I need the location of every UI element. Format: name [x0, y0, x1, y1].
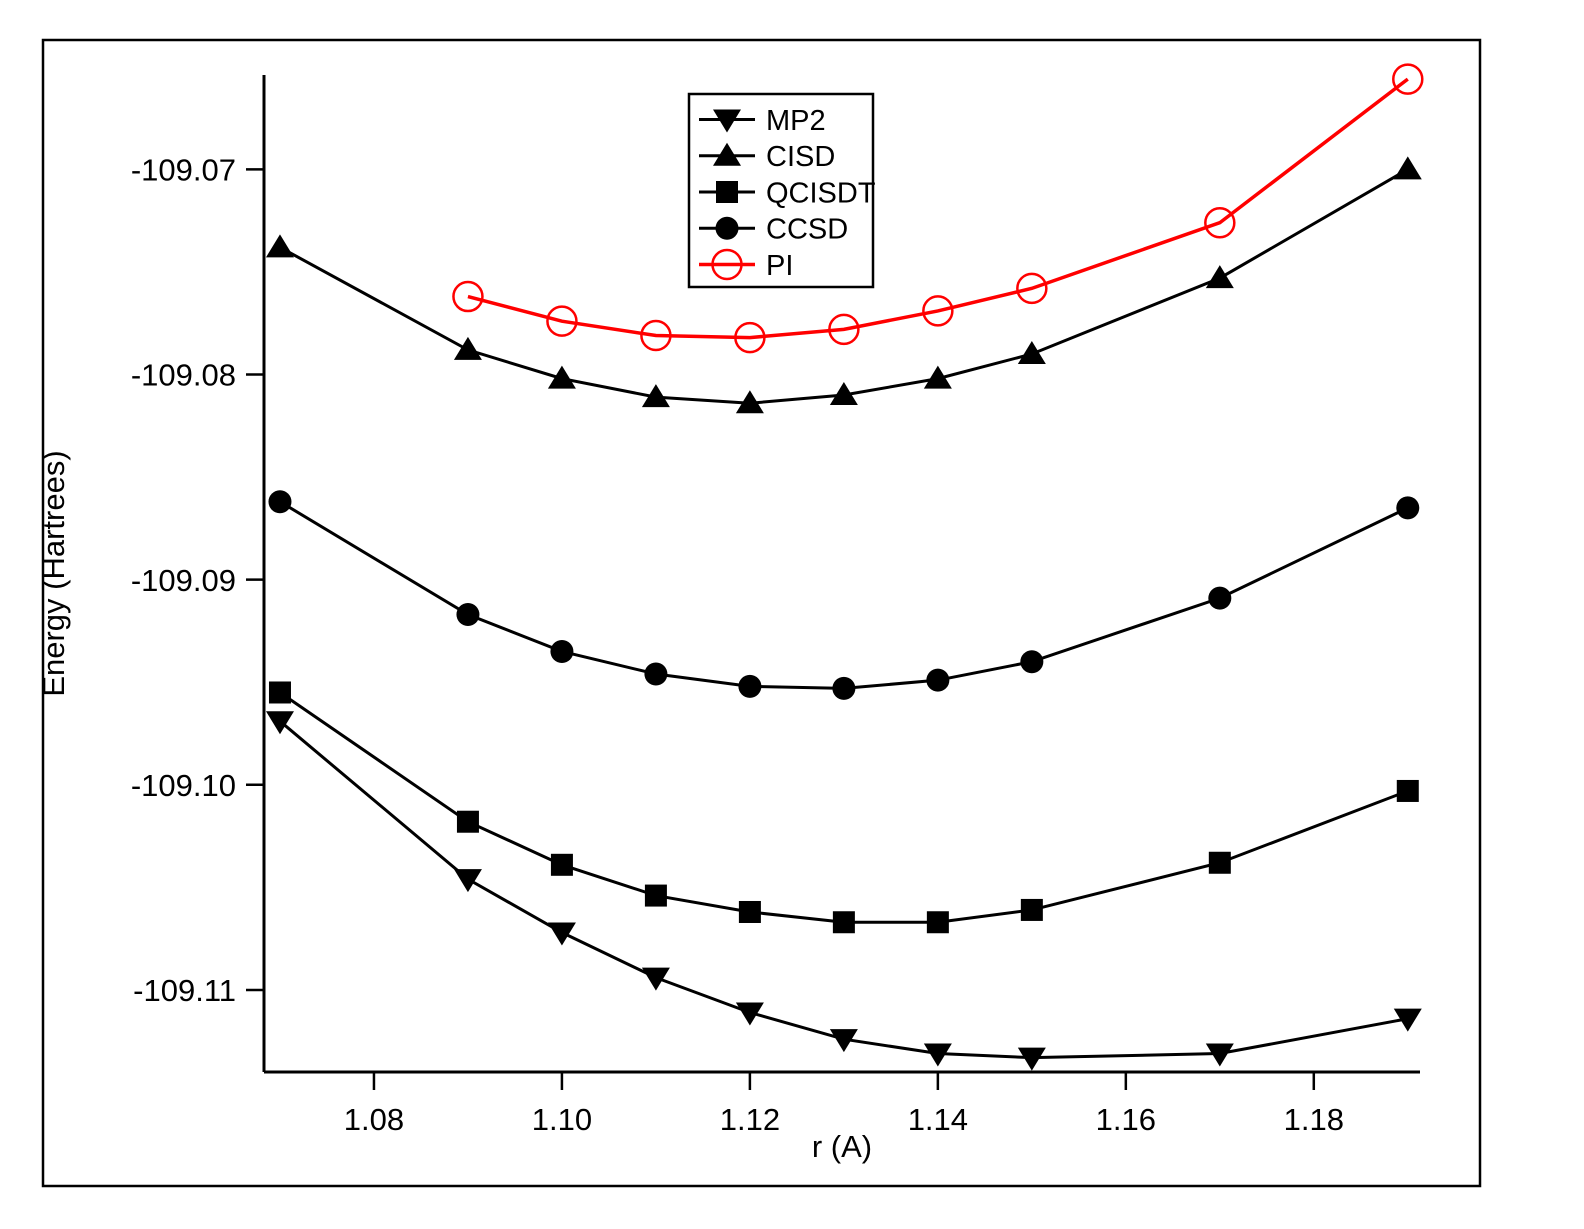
series-line-mp2 — [279, 720, 1409, 1060]
circle-marker — [1208, 586, 1232, 610]
triangle-down-marker — [923, 1043, 952, 1067]
square-marker — [644, 884, 667, 907]
x-tick-label: 1.14 — [908, 1102, 968, 1137]
series-ccsd — [268, 490, 1420, 700]
open-circle-marker — [546, 305, 578, 337]
series-line-pi — [467, 77, 1409, 340]
triangle-up-marker — [1393, 156, 1422, 180]
legend-label-pi: PI — [766, 250, 793, 282]
y-tick-label: -109.09 — [131, 563, 236, 598]
triangle-down-marker — [1205, 1043, 1234, 1067]
open-circle-marker — [922, 295, 954, 327]
circle-marker — [926, 668, 950, 692]
circle-marker — [644, 662, 668, 686]
triangle-up-marker — [923, 365, 952, 389]
circle-marker — [1396, 496, 1420, 520]
triangle-up-marker — [735, 390, 764, 414]
triangle-down-marker — [1393, 1008, 1422, 1032]
triangle-up-marker — [547, 365, 576, 389]
triangle-up-marker — [1017, 340, 1046, 364]
series-pi — [452, 63, 1424, 354]
triangle-up-marker — [713, 142, 741, 166]
x-axis-title: r (A) — [812, 1129, 872, 1164]
y-tick-label: -109.08 — [131, 358, 236, 393]
legend-label-mp2: MP2 — [766, 105, 826, 137]
y-tick-label: -109.10 — [131, 768, 236, 803]
series-mp2 — [265, 711, 1422, 1071]
triangle-down-marker — [265, 711, 294, 735]
square-marker — [550, 853, 573, 876]
legend: MP2 CISD QCISDT CCSD PI — [687, 92, 876, 289]
x-tick-label: 1.18 — [1284, 1102, 1344, 1137]
series-qcisdt — [268, 681, 1419, 934]
series-line-qcisdt — [279, 691, 1409, 924]
circle-marker — [832, 676, 856, 700]
circle-marker — [550, 639, 574, 663]
triangle-down-marker — [735, 1002, 764, 1026]
figure-frame — [41, 38, 1482, 1188]
square-marker — [832, 911, 855, 934]
series-cisd — [265, 156, 1422, 414]
open-circle-marker — [711, 248, 743, 281]
triangle-down-marker — [641, 967, 670, 991]
open-circle-marker — [640, 319, 672, 352]
triangle-up-marker — [641, 384, 670, 408]
triangle-up-marker — [453, 336, 482, 360]
x-tick-label: 1.12 — [720, 1102, 780, 1137]
y-axis-title: Energy (Hartrees) — [36, 450, 71, 696]
square-marker — [456, 810, 479, 833]
x-tick-label: 1.08 — [344, 1102, 404, 1137]
open-circle-marker — [734, 321, 766, 354]
triangle-down-marker — [453, 869, 482, 893]
triangle-down-marker — [713, 109, 741, 133]
legend-label-qcisdt: QCISDT — [766, 177, 876, 209]
x-tick-label: 1.10 — [532, 1102, 592, 1137]
x-tick-label: 1.16 — [1096, 1102, 1156, 1137]
square-marker — [1020, 898, 1043, 921]
y-tick-label: -109.11 — [133, 973, 236, 1008]
series-line-cisd — [279, 168, 1409, 405]
triangle-up-marker — [1205, 265, 1234, 289]
circle-marker — [715, 216, 739, 240]
circle-marker — [268, 490, 292, 514]
y-tick-label: -109.07 — [131, 153, 236, 188]
legend-label-ccsd: CCSD — [766, 214, 848, 246]
triangle-up-marker — [829, 382, 858, 406]
triangle-up-marker — [265, 234, 294, 258]
legend-label-cisd: CISD — [766, 141, 835, 173]
triangle-down-marker — [829, 1029, 858, 1053]
open-circle-marker — [828, 313, 860, 346]
square-marker — [738, 900, 761, 923]
open-circle-marker — [452, 280, 484, 313]
triangle-down-marker — [547, 922, 576, 946]
circle-marker — [738, 674, 762, 698]
square-marker — [1208, 851, 1231, 874]
triangle-down-marker — [1017, 1047, 1046, 1071]
square-marker — [926, 911, 949, 934]
circle-marker — [456, 603, 480, 627]
open-circle-marker — [1016, 272, 1048, 305]
open-circle-marker — [1204, 206, 1236, 239]
square-marker — [716, 181, 738, 203]
square-marker — [268, 681, 291, 704]
circle-marker — [1020, 650, 1044, 674]
open-circle-marker — [1392, 63, 1424, 95]
series-line-ccsd — [279, 500, 1409, 690]
square-marker — [1396, 779, 1419, 802]
